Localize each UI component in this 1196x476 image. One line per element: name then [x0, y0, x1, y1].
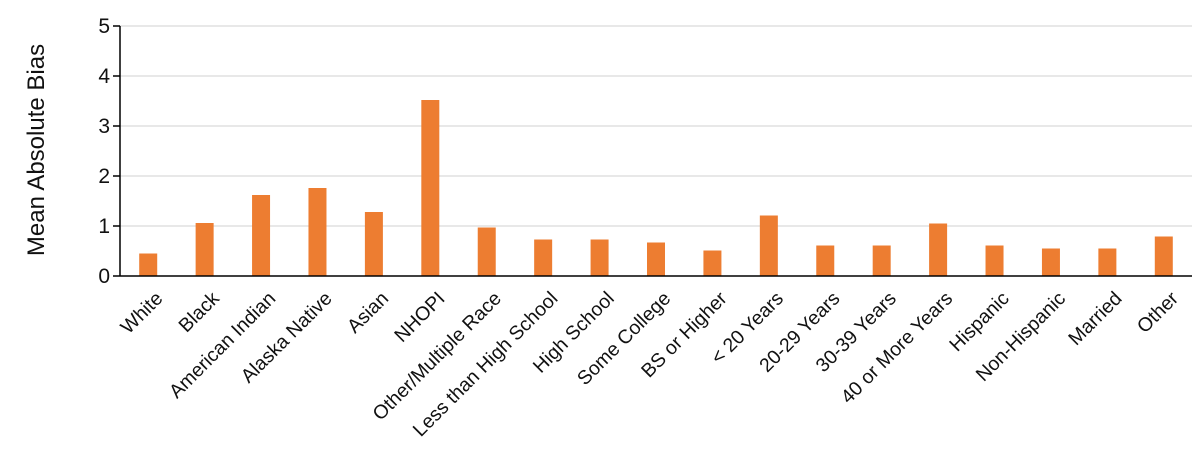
x-tick-label: White — [117, 288, 168, 339]
bar-high-school — [590, 239, 609, 276]
y-axis-ticks: 0 1 2 3 4 5 — [98, 15, 120, 288]
x-tick-label: Married — [1064, 288, 1126, 350]
bar-black — [195, 223, 214, 276]
y-tick-label: 1 — [98, 215, 110, 238]
bar-other — [1154, 236, 1173, 276]
bar-asian — [364, 212, 383, 276]
y-axis-title: Mean Absolute Bias — [23, 44, 50, 256]
x-tick-label: Asian — [343, 288, 393, 338]
bar-less-than-high-school — [534, 239, 553, 276]
bars — [139, 100, 1173, 276]
bar-some-college — [647, 242, 665, 276]
bar-other-multiple-race — [477, 227, 496, 276]
bar-non-hispanic — [1041, 248, 1060, 276]
gridlines — [120, 25, 1192, 227]
bar-alaska-native — [308, 188, 327, 276]
bar-30-39-years — [872, 245, 891, 276]
bar-married — [1098, 248, 1117, 276]
y-tick-label: 0 — [98, 265, 110, 288]
y-tick-label: 4 — [98, 65, 110, 88]
bar-nhopi — [421, 100, 440, 276]
y-tick-label: 3 — [98, 115, 110, 138]
bar-20-years — [759, 215, 778, 276]
bar-40-or-more-years — [929, 223, 948, 276]
y-tick-label: 5 — [98, 15, 110, 38]
bar-20-29-years — [816, 245, 835, 276]
bar-hispanic — [985, 245, 1004, 276]
x-tick-label: Other — [1133, 287, 1183, 337]
bar-bs-or-higher — [703, 250, 722, 276]
bar-white — [139, 253, 158, 276]
y-tick-label: 2 — [98, 165, 110, 188]
x-tick-label: Black — [175, 287, 224, 336]
bar-american-indian — [252, 195, 271, 276]
